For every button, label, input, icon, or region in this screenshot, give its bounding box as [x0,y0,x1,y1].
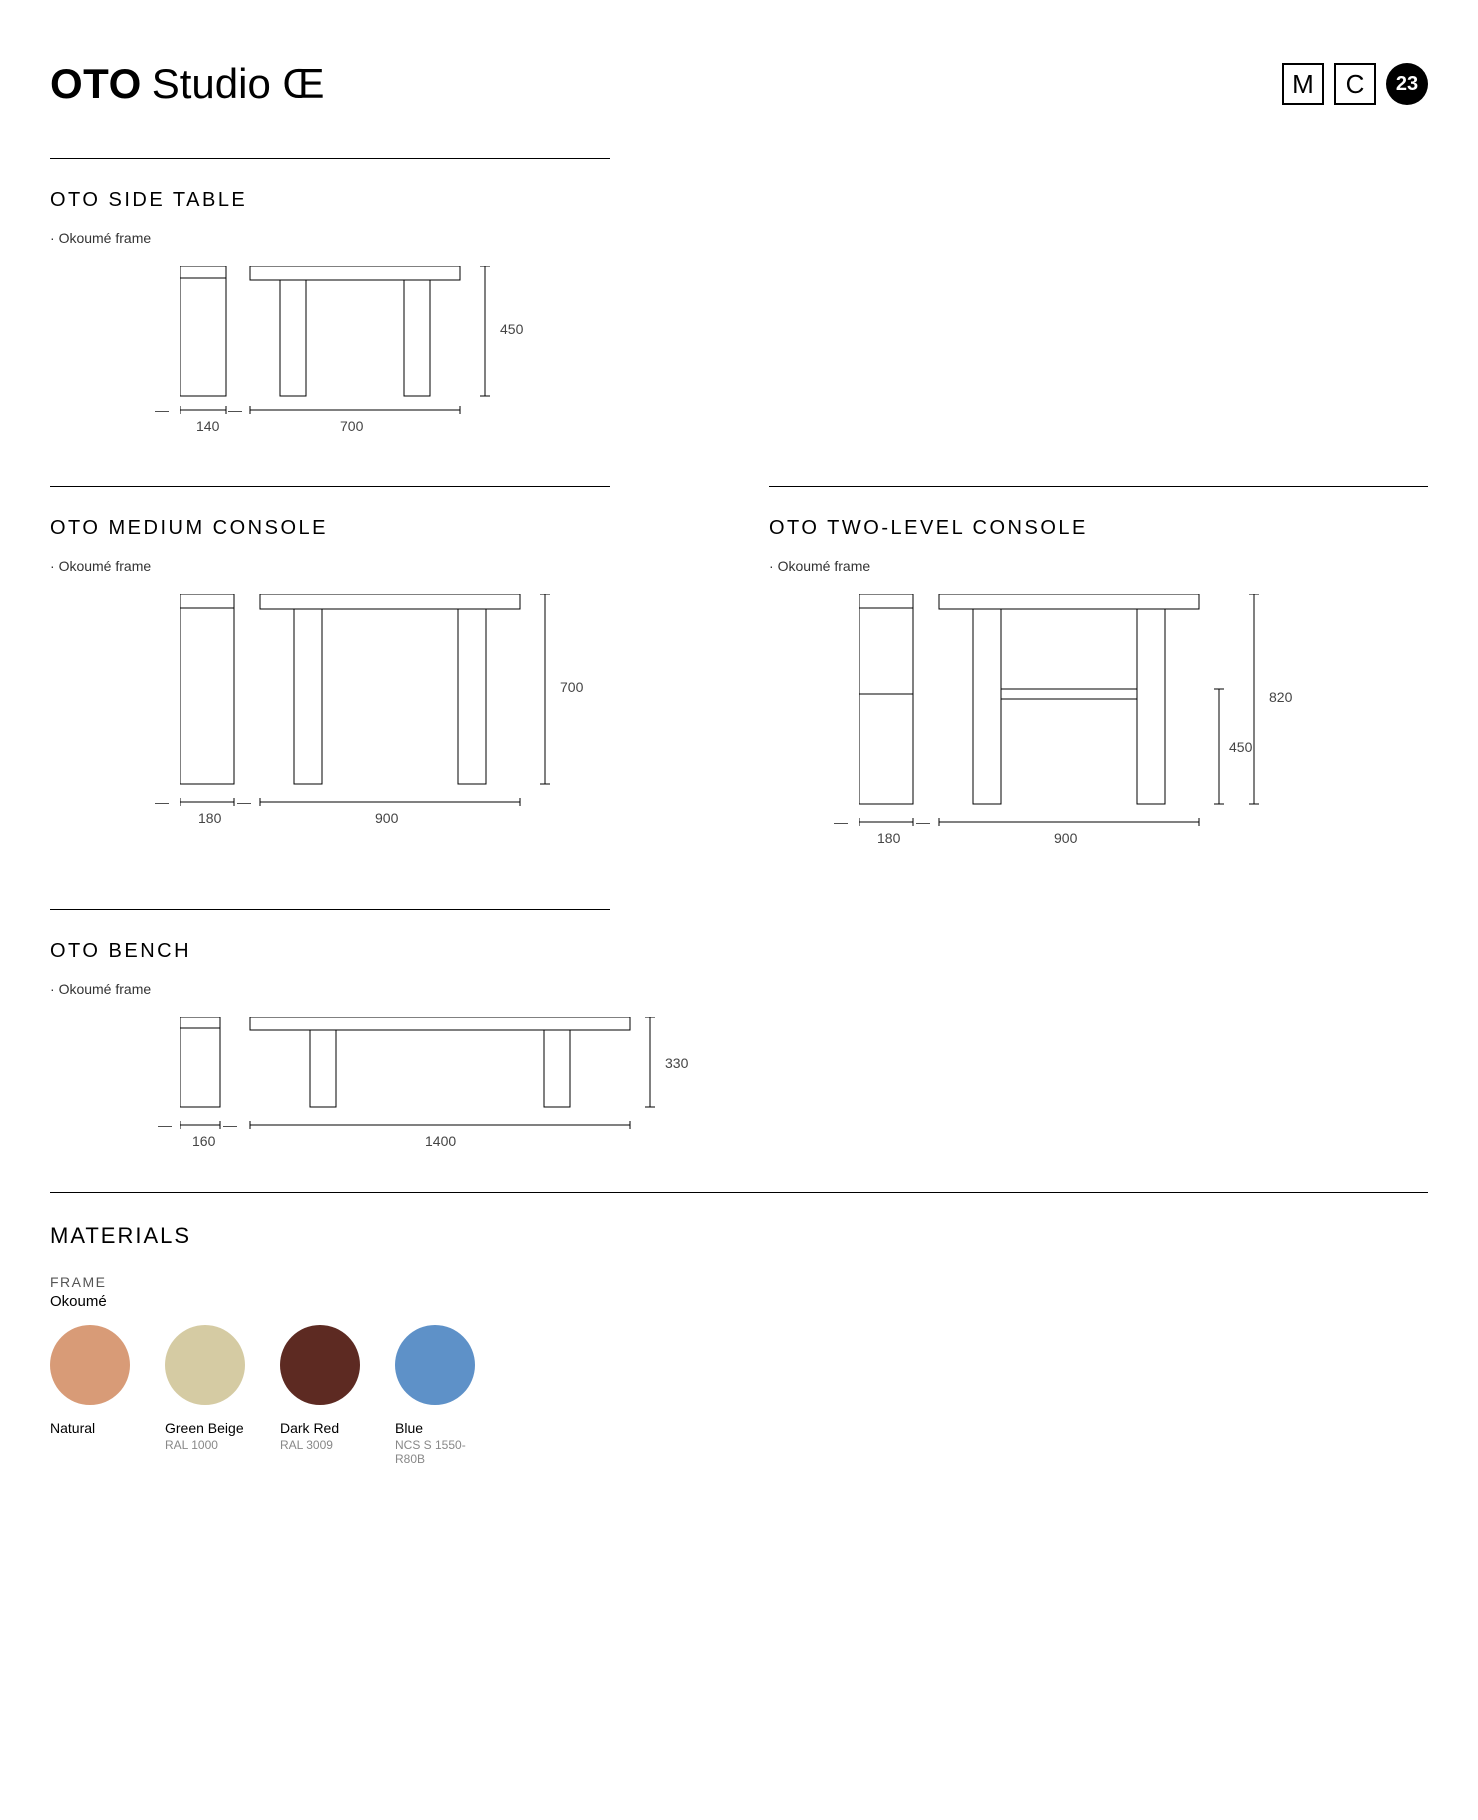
materials-type: Okoumé [50,1293,1428,1310]
bench-drawing: 330 — 160 — 1400 [180,1017,1428,1152]
bench-depth-label: 160 [192,1133,215,1149]
medium-height-label: 700 [560,679,583,695]
section-rule [50,909,610,910]
icon-c-box: C [1334,63,1376,105]
swatch-circle [395,1325,475,1405]
page-number-badge: 23 [1386,63,1428,105]
two-level-shelf-label: 450 [1229,739,1252,755]
swatch-item: Green Beige RAL 1000 [165,1325,255,1466]
icon-m-box: M [1282,63,1324,105]
swatch-item: Dark Red RAL 3009 [280,1325,370,1466]
two-level-material: Okoumé frame [769,558,1428,574]
swatch-circle [50,1325,130,1405]
two-level-title: OTO TWO-LEVEL CONSOLE [769,517,1428,540]
two-level-height-label: 820 [1269,689,1292,705]
medium-console-title: OTO MEDIUM CONSOLE [50,517,709,540]
two-level-depth-label: 180 [877,830,900,846]
medium-depth-label: 180 [198,810,221,826]
side-table-title: OTO SIDE TABLE [50,189,1428,212]
swatch-code: RAL 1000 [165,1438,255,1452]
side-table-material: Okoumé frame [50,230,1428,246]
swatch-name: Green Beige [165,1420,255,1436]
materials-sub-label: FRAME [50,1274,1428,1290]
two-level-width-label: 900 [1054,830,1077,846]
medium-width-label: 900 [375,810,398,826]
section-rule [50,158,610,159]
bench-width-label: 1400 [425,1133,456,1149]
two-level-drawing: 820 450 — 180 — 900 [859,594,1428,849]
swatch-code: NCS S 1550-R80B [395,1438,485,1466]
header-icons: M C 23 [1282,63,1428,105]
swatch-name: Dark Red [280,1420,370,1436]
bench-title: OTO BENCH [50,940,1428,963]
side-table-height-label: 450 [500,321,523,337]
swatch-code: RAL 3009 [280,1438,370,1452]
medium-console-drawing: 700 — 180 — 900 [180,594,709,829]
title-row: OTO Studio Œ [50,60,325,108]
materials-heading: MATERIALS [50,1223,1428,1249]
swatch-circle [280,1325,360,1405]
title-light: Studio Œ [152,60,325,108]
title-bold: OTO [50,60,142,108]
side-table-width-label: 700 [340,418,363,434]
section-rule [50,486,610,487]
swatch-name: Blue [395,1420,485,1436]
bench-height-label: 330 [665,1055,688,1071]
swatch-circle [165,1325,245,1405]
swatch-item: Natural [50,1325,140,1466]
swatch-row: Natural Green Beige RAL 1000 Dark Red RA… [50,1325,1428,1466]
side-table-depth-label: 140 [196,418,219,434]
bench-material: Okoumé frame [50,981,1428,997]
medium-console-material: Okoumé frame [50,558,709,574]
side-table-drawing: 450 — 140 — 700 [180,266,1428,431]
page-header: OTO Studio Œ M C 23 [50,60,1428,108]
section-rule [769,486,1428,487]
swatch-name: Natural [50,1420,140,1436]
swatch-item: Blue NCS S 1550-R80B [395,1325,485,1466]
materials-rule [50,1192,1428,1193]
